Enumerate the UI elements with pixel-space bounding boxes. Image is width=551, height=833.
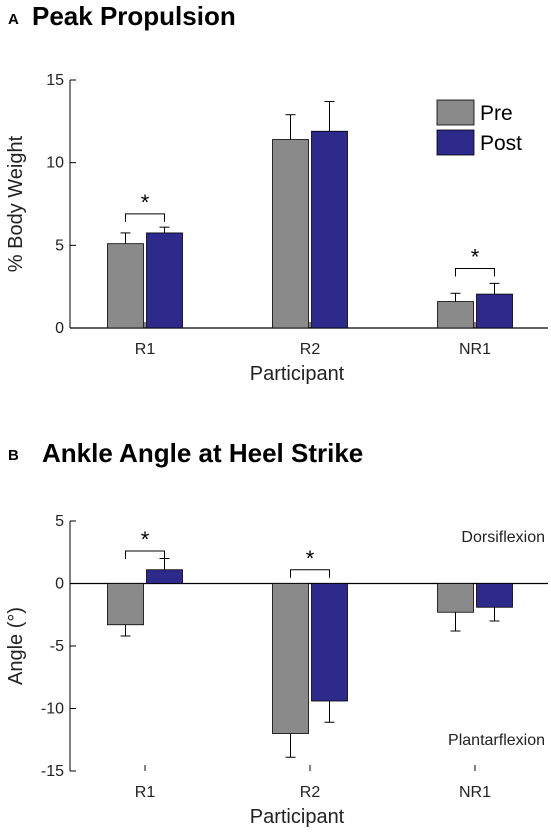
bar-pre	[107, 243, 144, 329]
bar-post	[476, 583, 513, 608]
panel-letter: B	[8, 447, 19, 464]
x-axis-label: Participant	[250, 806, 345, 828]
significance-bracket	[125, 550, 165, 559]
y-axis-label: Angle (°)	[5, 607, 27, 685]
y-tick-label: 5	[55, 513, 64, 530]
bar-pre	[437, 301, 474, 329]
bar-post	[476, 293, 513, 329]
x-tick-label: R2	[300, 784, 321, 801]
bar-pre	[107, 583, 144, 626]
y-tick-label: 0	[55, 576, 64, 593]
significance-bracket	[125, 213, 165, 222]
legend-label: Pre	[480, 102, 513, 125]
bar-pre	[437, 583, 474, 613]
bar-pre	[272, 583, 309, 734]
panel-letter: A	[8, 11, 19, 28]
bar-pre	[272, 139, 309, 329]
x-tick-label: R2	[300, 341, 321, 358]
significance-bracket	[455, 267, 495, 277]
legend-swatch-post	[436, 129, 475, 156]
y-tick-label: -10	[41, 701, 64, 718]
x-tick-label: R1	[135, 341, 156, 358]
significance-star: *	[141, 527, 150, 552]
bar-post	[311, 583, 348, 702]
x-axis-label: Participant	[250, 363, 345, 385]
y-tick-label: 0	[55, 320, 64, 337]
chart-title: Peak Propulsion	[32, 1, 236, 31]
y-tick-label: -5	[50, 638, 64, 655]
bar-post	[146, 569, 183, 584]
panel-b: B Ankle Angle at Heel Strike 5 0 -5 -10 -15 R1 R…	[5, 438, 548, 828]
x-tick-label: NR1	[459, 341, 491, 358]
significance-star: *	[306, 546, 315, 571]
annotation-dorsiflexion: Dorsiflexion	[461, 529, 545, 546]
y-tick-label: 15	[46, 72, 64, 89]
x-tick-label: R1	[135, 784, 156, 801]
significance-star: *	[141, 190, 150, 215]
y-tick-label: 5	[55, 237, 64, 254]
bar-post	[311, 130, 348, 329]
significance-star: *	[471, 244, 480, 269]
legend-swatch-pre	[436, 99, 475, 126]
y-axis-label: % Body Weight	[5, 135, 27, 272]
bar-post	[146, 232, 183, 329]
panel-a: A Peak Propulsion 0 5 10 15 R1 R2 NR1 Participant…	[5, 1, 548, 385]
x-tick-label: NR1	[459, 784, 491, 801]
significance-bracket	[290, 569, 330, 578]
legend-label: Post	[480, 132, 522, 155]
y-tick-label: -15	[41, 763, 64, 780]
y-tick-label: 10	[46, 155, 64, 172]
chart-title: Ankle Angle at Heel Strike	[42, 438, 363, 468]
annotation-plantarflexion: Plantarflexion	[448, 732, 545, 749]
